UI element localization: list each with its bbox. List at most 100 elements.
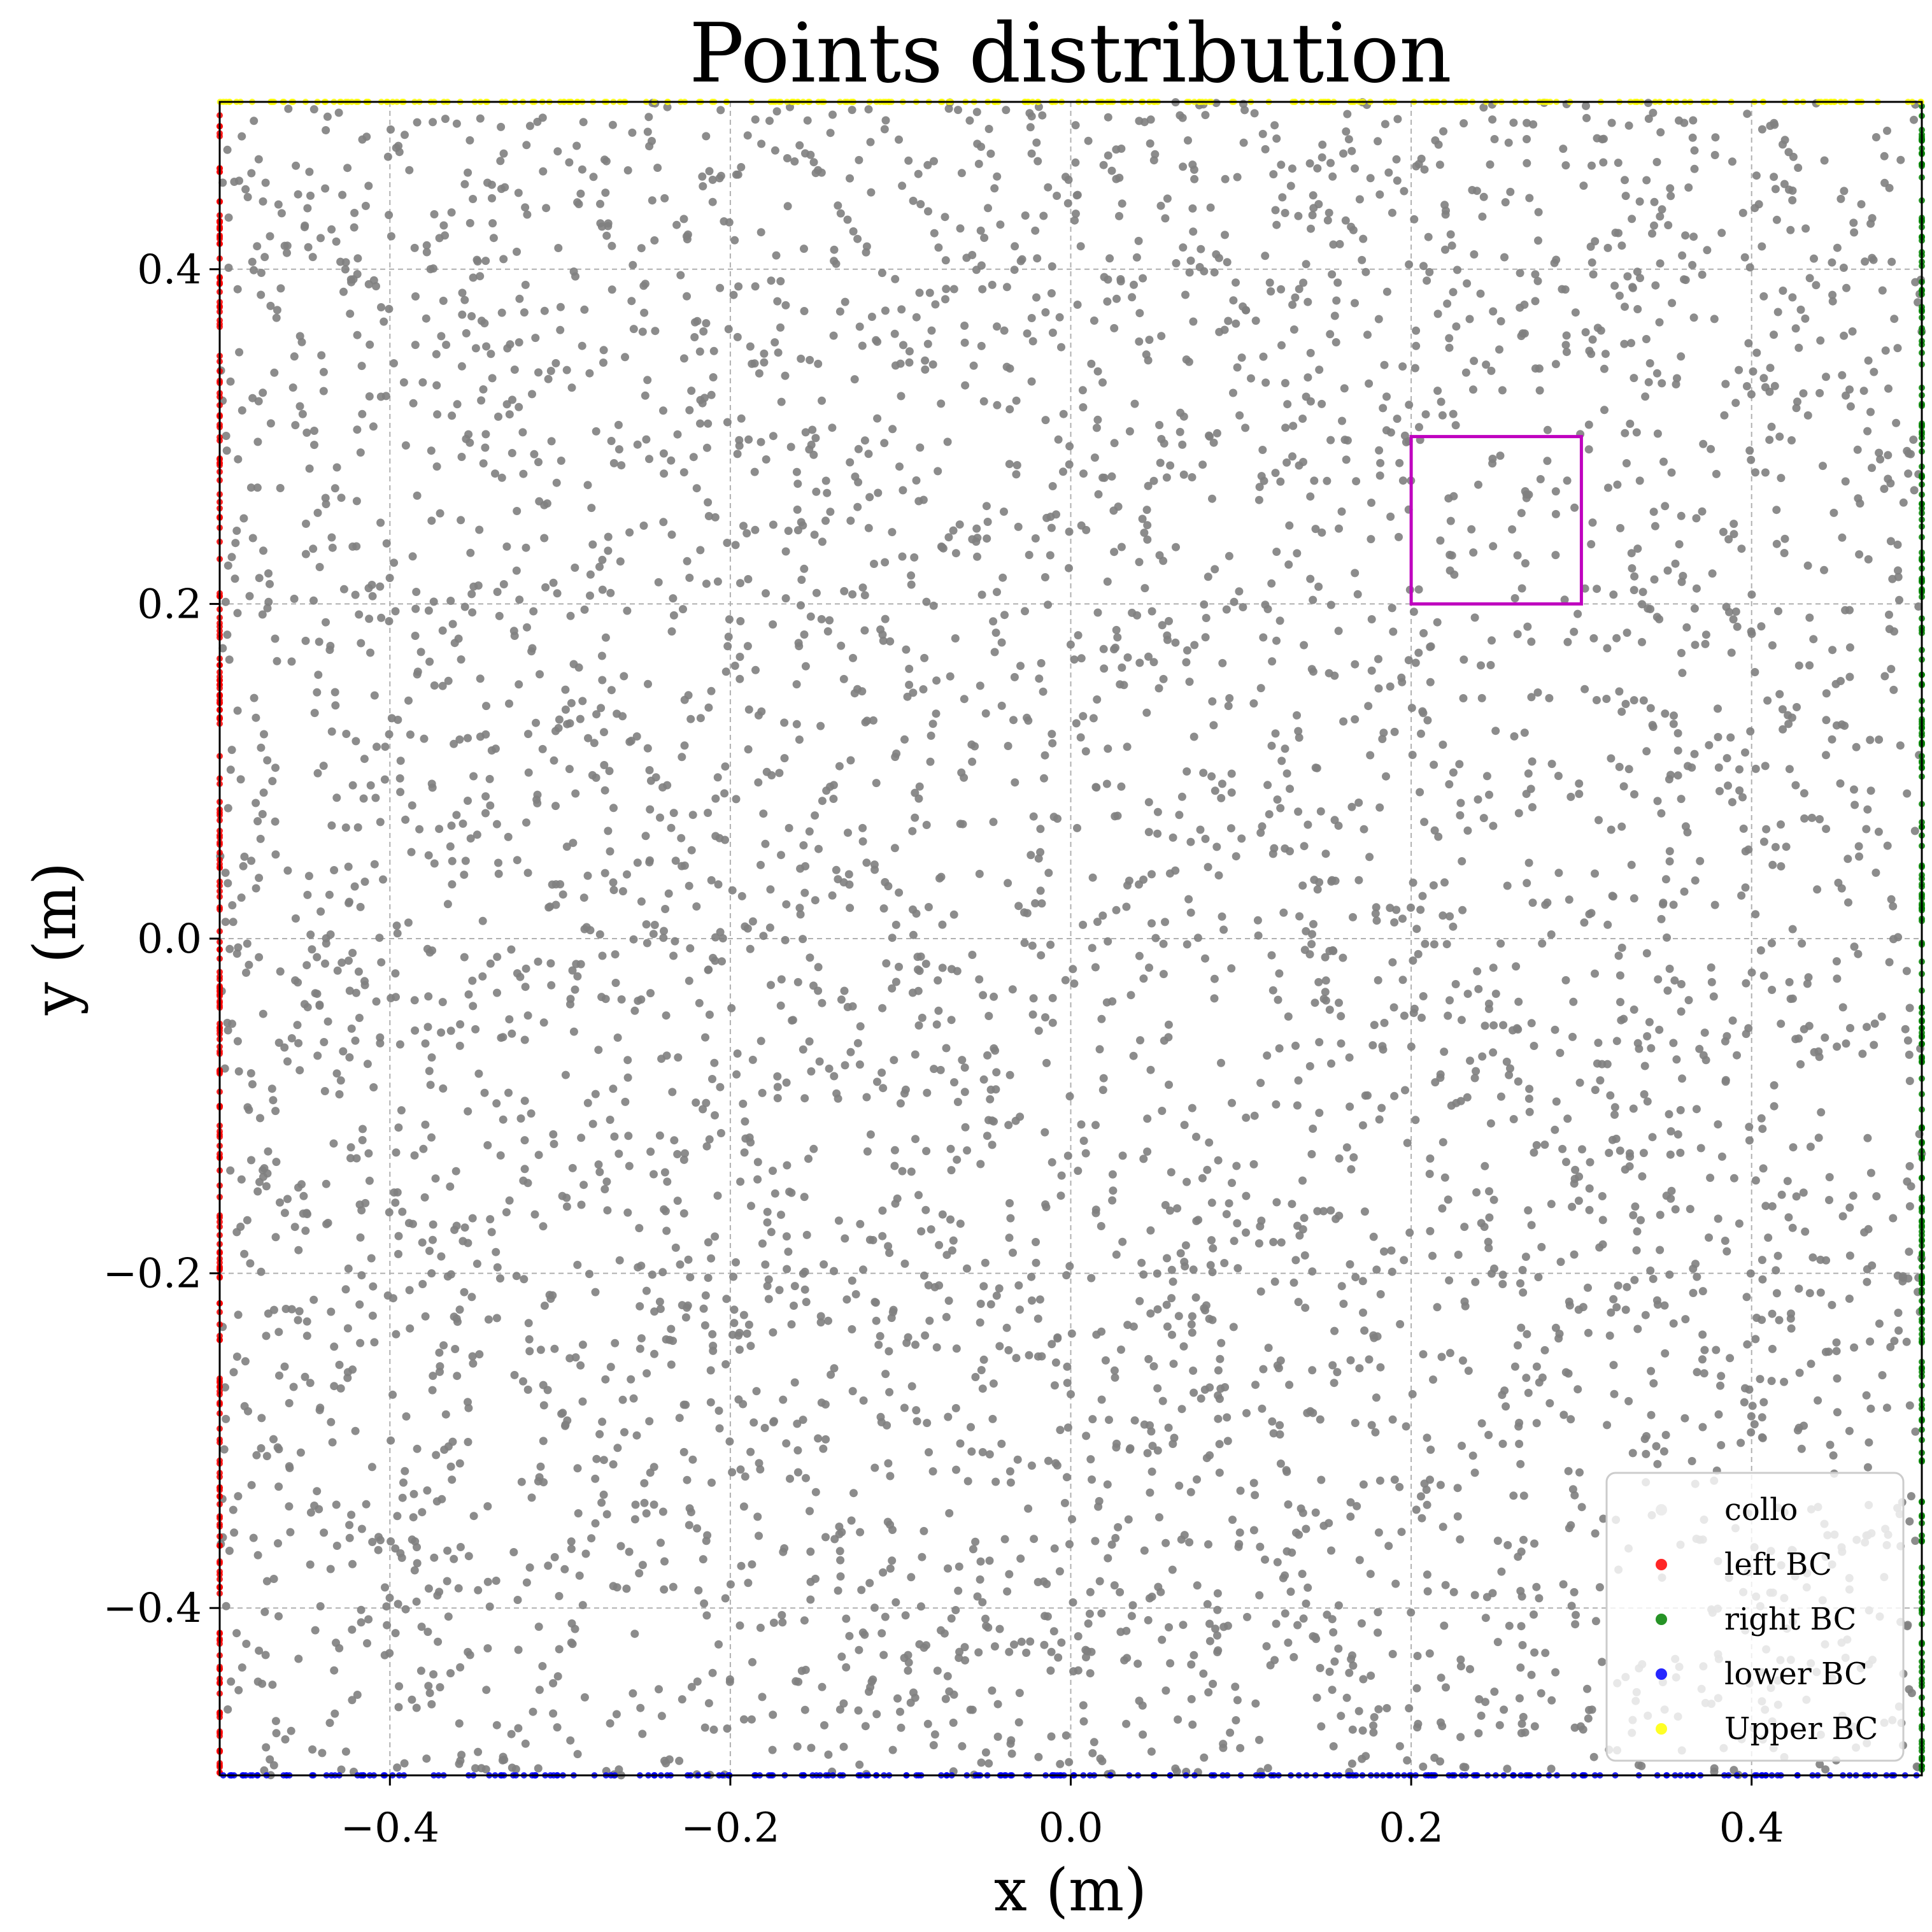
collo-point xyxy=(1670,976,1679,985)
collo-point xyxy=(319,762,328,771)
collo-point xyxy=(587,1534,596,1543)
collo-point xyxy=(1881,346,1890,355)
collo-point xyxy=(1586,1158,1595,1167)
collo-point xyxy=(1409,878,1417,887)
collo-point xyxy=(1026,851,1035,860)
collo-point xyxy=(1068,1515,1076,1524)
collo-point xyxy=(1027,112,1036,121)
collo-point xyxy=(1073,823,1081,832)
collo-point xyxy=(1179,1342,1188,1351)
collo-point xyxy=(579,1181,588,1190)
collo-point xyxy=(1780,534,1789,543)
collo-point xyxy=(883,1517,892,1526)
collo-point xyxy=(1603,1421,1612,1430)
collo-point xyxy=(585,1270,593,1279)
collo-point xyxy=(1374,684,1383,693)
collo-point xyxy=(524,1319,533,1328)
collo-point xyxy=(1461,368,1470,377)
collo-point xyxy=(412,1597,421,1606)
collo-point xyxy=(1761,468,1770,477)
collo-point xyxy=(1498,1391,1507,1399)
collo-point xyxy=(322,1179,330,1188)
collo-point xyxy=(1469,385,1477,394)
collo-point xyxy=(330,866,339,874)
collo-point xyxy=(753,1175,762,1184)
collo-point xyxy=(828,891,837,900)
collo-point xyxy=(1205,1314,1214,1323)
collo-point xyxy=(1409,607,1418,616)
collo-point xyxy=(1645,1018,1654,1026)
collo-point xyxy=(1673,729,1682,737)
collo-point xyxy=(1852,742,1861,751)
collo-point xyxy=(419,1144,428,1153)
collo-point xyxy=(456,1543,465,1551)
collo-point xyxy=(841,1061,849,1070)
collo-point xyxy=(494,869,503,878)
collo-point xyxy=(341,823,350,832)
collo-point xyxy=(881,116,890,125)
collo-point xyxy=(709,373,718,381)
collo-point xyxy=(1309,1125,1318,1133)
collo-point xyxy=(876,1412,885,1421)
collo-point xyxy=(955,1647,964,1656)
collo-point xyxy=(1731,607,1740,616)
collo-point xyxy=(1599,1514,1608,1523)
collo-point xyxy=(598,676,607,685)
collo-point xyxy=(1828,290,1837,299)
collo-point xyxy=(358,1136,367,1144)
collo-point xyxy=(937,399,946,408)
collo-point xyxy=(502,1208,511,1217)
collo-point xyxy=(880,125,889,134)
collo-point xyxy=(1044,600,1053,609)
collo-point xyxy=(604,532,613,541)
collo-point xyxy=(1905,1004,1914,1012)
collo-point xyxy=(247,1481,256,1489)
collo-point xyxy=(1085,1609,1094,1618)
collo-point xyxy=(797,601,805,610)
collo-point xyxy=(1327,1059,1335,1068)
collo-point xyxy=(346,1143,355,1152)
collo-point xyxy=(659,518,668,527)
collo-point xyxy=(1186,256,1195,265)
collo-point xyxy=(1691,876,1700,885)
collo-point xyxy=(563,720,572,728)
collo-point xyxy=(1169,1360,1178,1368)
collo-point xyxy=(1032,1258,1041,1267)
collo-point xyxy=(1844,898,1852,907)
collo-point xyxy=(775,1286,784,1295)
collo-point xyxy=(322,126,330,134)
collo-point xyxy=(228,901,237,910)
collo-point xyxy=(241,185,250,194)
collo-point xyxy=(1272,548,1281,556)
collo-point xyxy=(566,611,575,620)
collo-point xyxy=(356,448,365,457)
collo-point xyxy=(1390,1475,1399,1484)
collo-point xyxy=(944,533,953,542)
collo-point xyxy=(1458,1442,1466,1450)
collo-point xyxy=(781,371,790,380)
collo-point xyxy=(540,1302,549,1310)
collo-point xyxy=(639,522,648,530)
collo-point xyxy=(1229,1323,1238,1332)
collo-point xyxy=(499,1033,508,1042)
collo-point xyxy=(1302,260,1310,269)
collo-point xyxy=(1658,205,1666,214)
collo-point xyxy=(1402,437,1410,446)
collo-point xyxy=(1537,1689,1545,1698)
collo-point xyxy=(1623,1282,1631,1291)
collo-point xyxy=(1636,274,1644,283)
collo-point xyxy=(1565,1524,1573,1533)
collo-point xyxy=(1863,1463,1872,1472)
collo-point xyxy=(1270,1277,1279,1286)
collo-point xyxy=(1337,1282,1346,1291)
collo-point xyxy=(1375,471,1384,480)
collo-point xyxy=(1567,1602,1576,1610)
collo-point xyxy=(1081,747,1090,756)
collo-point xyxy=(909,905,917,914)
collo-point xyxy=(1698,1287,1707,1296)
collo-point xyxy=(667,456,676,465)
collo-point xyxy=(1188,160,1197,169)
collo-point xyxy=(1591,1086,1600,1095)
collo-point xyxy=(385,574,394,583)
collo-point xyxy=(736,1465,745,1474)
